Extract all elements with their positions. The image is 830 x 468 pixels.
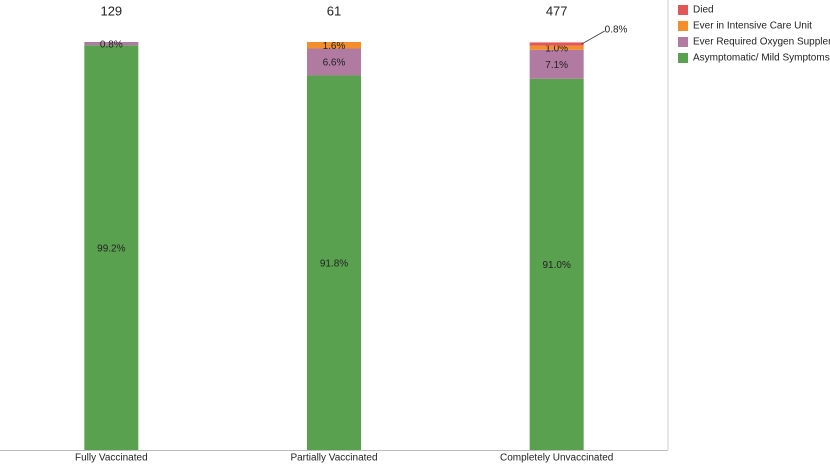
- data-label: 6.6%: [323, 58, 346, 69]
- legend-swatch: [678, 37, 688, 47]
- data-label: 1.0%: [545, 43, 568, 54]
- legend-label: Asymptomatic/ Mild Symptoms: [693, 53, 830, 64]
- data-label: 1.6%: [323, 41, 346, 52]
- data-label: 0.8%: [605, 25, 628, 36]
- leader-line: [581, 30, 605, 45]
- bar-segment: [529, 45, 584, 50]
- legend-swatch: [678, 53, 688, 63]
- legend-label: Died: [693, 5, 714, 16]
- data-label: 0.8%: [100, 39, 123, 50]
- bar-segment: [529, 78, 584, 450]
- bar-segment: [84, 42, 139, 46]
- bar-segment: [529, 49, 584, 79]
- legend-swatch: [678, 21, 688, 31]
- data-label: 91.0%: [542, 260, 570, 271]
- x-tick-label: Fully Vaccinated: [75, 453, 148, 464]
- legend-swatch: [678, 5, 688, 15]
- x-tick-label: Partially Vaccinated: [290, 453, 377, 464]
- total-label: 61: [327, 3, 341, 18]
- bar-segment: [307, 75, 361, 451]
- bar-segment: [84, 45, 139, 450]
- data-label: 91.8%: [320, 258, 348, 269]
- legend-label: Ever in Intensive Care Unit: [693, 21, 812, 32]
- bar-segment: [307, 48, 361, 76]
- bar-segment: [307, 42, 361, 49]
- total-label: 477: [546, 3, 568, 18]
- total-label: 129: [100, 3, 122, 18]
- x-tick-label: Completely Unvaccinated: [500, 453, 613, 464]
- legend-label: Ever Required Oxygen Supplem: [693, 37, 830, 48]
- data-label: 99.2%: [97, 243, 125, 254]
- data-label: 7.1%: [545, 60, 568, 71]
- bar-segment: [529, 42, 584, 46]
